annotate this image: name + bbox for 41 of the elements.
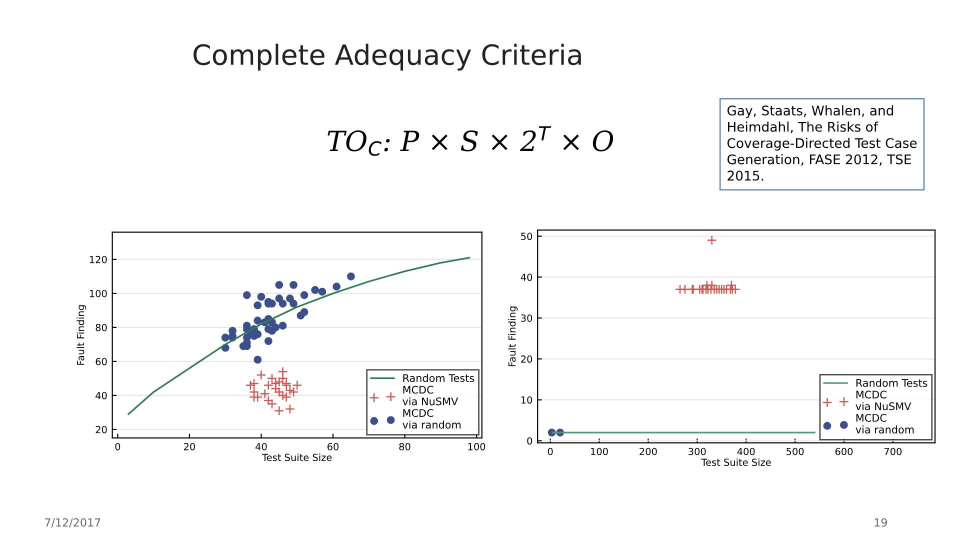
x-tick-label: 40 (256, 442, 267, 450)
x-axis-title: Test Suite Size (262, 454, 332, 462)
y-tick-label: 0 (527, 437, 532, 445)
x-tick-label: 80 (399, 442, 410, 450)
x-tick-label: 400 (737, 448, 755, 456)
x-tick-label: 500 (786, 448, 804, 456)
y-tick-label: 100 (90, 290, 107, 298)
text: 19 (874, 518, 887, 527)
x-tick-label: 0 (548, 448, 553, 456)
x-tick-label: 0 (115, 442, 120, 450)
x-tick-label: 700 (884, 448, 902, 456)
text: 7/12/2017 (45, 518, 100, 528)
y-tick-label: 120 (90, 256, 107, 264)
y-tick-label: 20 (96, 426, 107, 434)
y-tick-label: 80 (96, 324, 107, 332)
y-tick-label: 30 (521, 314, 532, 322)
text: TO$_{C}$: P × S × 2$^{T}$ × O (328, 126, 614, 156)
y-axis-title: Fault Finding (508, 306, 518, 366)
legend-label: Random Tests (856, 378, 928, 387)
text: Gay, Staats, Whalen, and Heimdahl, The Risks of Coverage-Directed Test Case Generation, FASE 2012, TSE 2015. (727, 105, 917, 181)
x-tick-label: 600 (835, 448, 853, 456)
x-tick-label: 100 (468, 442, 486, 450)
y-tick-label: 20 (521, 355, 532, 363)
legend-label: MCDC via random (856, 414, 914, 434)
y-tick-label: 40 (96, 392, 107, 400)
y-tick-label: 50 (521, 232, 532, 240)
x-axis-title: Test Suite Size (701, 458, 771, 466)
chart-title: Complete Adequacy Criteria (194, 44, 581, 71)
x-tick-label: 20 (184, 442, 196, 450)
y-tick-label: 40 (520, 274, 532, 281)
x-tick-label: 60 (327, 442, 339, 450)
legend-label: MCDC via random (402, 409, 461, 429)
x-tick-label: 300 (688, 448, 706, 456)
y-tick-label: 60 (96, 358, 107, 366)
legend-label: MCDC via NuSMV (402, 386, 458, 406)
x-tick-label: 100 (591, 448, 608, 456)
legend-label: MCDC via NuSMV (856, 390, 912, 410)
y-tick-label: 10 (521, 396, 532, 404)
legend-label: Random Tests (403, 374, 474, 382)
x-tick-label: 200 (640, 448, 657, 456)
y-axis-title: Fault Finding (76, 305, 86, 365)
